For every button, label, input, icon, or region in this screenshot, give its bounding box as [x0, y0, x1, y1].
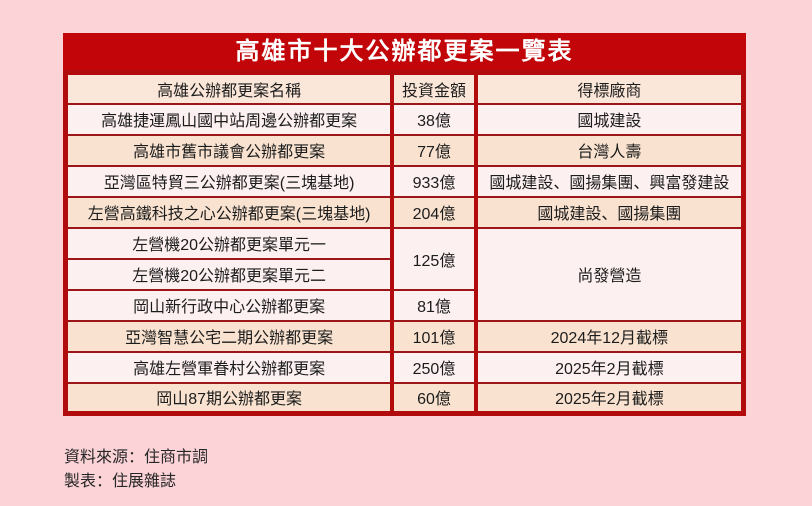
table-row: 亞灣區特貿三公辦都更案(三塊基地) 933億 國城建設、國揚集團、興富發建設: [63, 164, 746, 198]
winner-cell: 國城建設、國揚集團、興富發建設: [473, 164, 746, 198]
project-name-cell: 亞灣區特貿三公辦都更案(三塊基地): [63, 164, 395, 198]
column-header-winner: 得標廠商: [473, 71, 746, 105]
amount-cell-merged: 125億: [390, 226, 478, 291]
column-header-project-name: 高雄公辦都更案名稱: [63, 71, 395, 105]
project-name-cell: 左營機20公辦都更案單元一: [63, 226, 395, 260]
table-row: 高雄左營軍眷村公辦都更案 250億 2025年2月截標: [63, 350, 746, 384]
winner-cell-merged: 尚發營造: [473, 226, 746, 322]
project-name-cell: 高雄市舊市議會公辦都更案: [63, 133, 395, 167]
footer-credits: 資料來源：住商市調 製表：住展雜誌: [64, 446, 208, 494]
table-row: 左營機20公辦都更案單元一 125億 尚發營造: [63, 226, 746, 322]
winner-cell: 2024年12月截標: [473, 319, 746, 353]
project-name-cell: 亞灣智慧公宅二期公辦都更案: [63, 319, 395, 353]
winner-cell: 國城建設、國揚集團: [473, 195, 746, 229]
data-source-line: 資料來源：住商市調: [64, 449, 209, 466]
table-row: 岡山87期公辦都更案 60億 2025年2月截標: [63, 381, 746, 415]
amount-cell: 250億: [390, 350, 478, 384]
amount-cell: 81億: [390, 288, 478, 322]
table-row: 高雄捷運鳳山國中站周邊公辦都更案 38億 國城建設: [63, 102, 746, 136]
header-row: 高雄公辦都更案名稱 投資金額 得標廠商: [63, 71, 746, 105]
column-header-investment: 投資金額: [390, 71, 478, 105]
amount-cell: 77億: [390, 133, 478, 167]
amount-cell: 101億: [390, 319, 478, 353]
table-row: 亞灣智慧公宅二期公辦都更案 101億 2024年12月截標: [63, 319, 746, 353]
table-title: 高雄市十大公辦都更案一覽表: [63, 33, 746, 70]
winner-cell: 台灣人壽: [473, 133, 746, 167]
amount-cell: 204億: [390, 195, 478, 229]
winner-cell: 2025年2月截標: [473, 381, 746, 415]
project-name-cell: 高雄左營軍眷村公辦都更案: [63, 350, 395, 384]
renewal-table-board: 高雄市十大公辦都更案一覽表 高雄公辦都更案名稱 投資金額 得標廠商 高雄捷運鳳山…: [63, 33, 746, 416]
project-name-cell: 左營機20公辦都更案單元二: [63, 257, 395, 291]
project-name-cell: 岡山87期公辦都更案: [63, 381, 395, 415]
amount-cell: 38億: [390, 102, 478, 136]
project-name-cell: 左營高鐵科技之心公辦都更案(三塊基地): [63, 195, 395, 229]
project-name-cell: 高雄捷運鳳山國中站周邊公辦都更案: [63, 102, 395, 136]
winner-cell: 2025年2月截標: [473, 350, 746, 384]
amount-cell: 933億: [390, 164, 478, 198]
project-name-cell: 岡山新行政中心公辦都更案: [63, 288, 395, 322]
amount-cell: 60億: [390, 381, 478, 415]
made-by-line: 製表：住展雜誌: [64, 473, 177, 490]
table-row: 高雄市舊市議會公辦都更案 77億 台灣人壽: [63, 133, 746, 167]
table-row: 左營高鐵科技之心公辦都更案(三塊基地) 204億 國城建設、國揚集團: [63, 195, 746, 229]
winner-cell: 國城建設: [473, 102, 746, 136]
renewal-table: 高雄公辦都更案名稱 投資金額 得標廠商 高雄捷運鳳山國中站周邊公辦都更案 38億…: [63, 70, 746, 416]
